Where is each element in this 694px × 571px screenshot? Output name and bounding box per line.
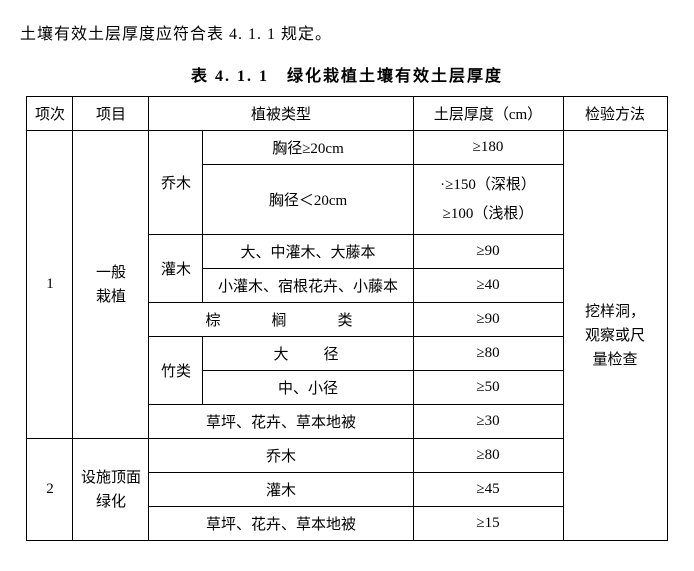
table-title: 表 4. 1. 1 绿化栽植土壤有效土层厚度 <box>20 62 674 86</box>
hdr-item: 项目 <box>73 97 149 131</box>
hdr-depth: 土层厚度（cm） <box>413 97 563 131</box>
cell-type-spec: 胸径≥20cm <box>203 131 413 165</box>
cell-depth: ≥50 <box>413 371 563 405</box>
cell-depth: ·≥150（深根）≥100（浅根） <box>413 165 563 235</box>
cell-depth: ≥40 <box>413 269 563 303</box>
cell-type-spec: 灌木 <box>149 473 413 507</box>
cell-type-spec: 乔木 <box>149 439 413 473</box>
cell-type-group: 竹类 <box>149 337 203 405</box>
cell-depth: ≥45 <box>413 473 563 507</box>
cell-depth: ≥80 <box>413 439 563 473</box>
cell-type-spec: 大、中灌木、大藤本 <box>203 235 413 269</box>
hdr-check: 检验方法 <box>563 97 667 131</box>
cell-type-spec: 中、小径 <box>203 371 413 405</box>
cell-type-spec: 胸径＜20cm <box>203 165 413 235</box>
cell-depth: ≥80 <box>413 337 563 371</box>
cell-type-spec: 大 径 <box>203 337 413 371</box>
cell-check-method: 挖样洞，观察或尺量检查 <box>563 131 667 541</box>
cell-item: 一般栽植 <box>73 131 149 439</box>
cell-type-spec: 小灌木、宿根花卉、小藤本 <box>203 269 413 303</box>
lead-text: 土壤有效土层厚度应符合表 4. 1. 1 规定。 <box>20 20 674 44</box>
cell-depth: ≥180 <box>413 131 563 165</box>
cell-idx: 2 <box>27 439 73 541</box>
cell-depth: ≥90 <box>413 235 563 269</box>
cell-type-spec: 棕 榈 类 <box>149 303 413 337</box>
cell-type-spec: 草坪、花卉、草本地被 <box>149 507 413 541</box>
cell-depth: ≥30 <box>413 405 563 439</box>
header-row: 项次 项目 植被类型 土层厚度（cm） 检验方法 <box>27 97 667 131</box>
cell-type-group: 灌木 <box>149 235 203 303</box>
cell-depth: ≥90 <box>413 303 563 337</box>
cell-item: 设施顶面绿化 <box>73 439 149 541</box>
hdr-type: 植被类型 <box>149 97 413 131</box>
cell-depth: ≥15 <box>413 507 563 541</box>
table-row: 1 一般栽植 乔木 胸径≥20cm ≥180 挖样洞，观察或尺量检查 <box>27 131 667 165</box>
cell-type-group: 乔木 <box>149 131 203 235</box>
cell-idx: 1 <box>27 131 73 439</box>
hdr-idx: 项次 <box>27 97 73 131</box>
soil-depth-table: 项次 项目 植被类型 土层厚度（cm） 检验方法 1 一般栽植 乔木 胸径≥20… <box>26 96 667 541</box>
cell-type-spec: 草坪、花卉、草本地被 <box>149 405 413 439</box>
